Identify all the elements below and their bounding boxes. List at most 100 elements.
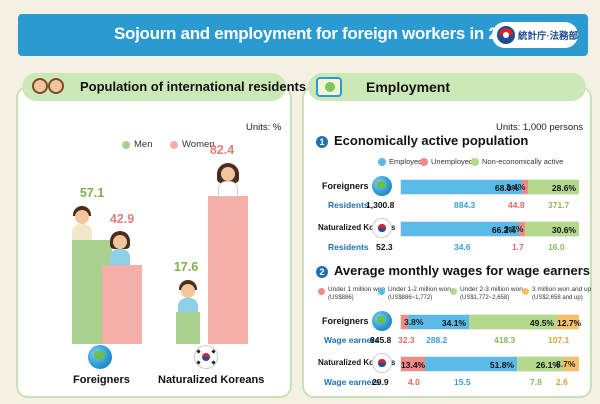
legend-employed-label: Employed: [389, 157, 423, 166]
s1-row2-bar: 66.2% 30.6%: [400, 221, 579, 237]
legend-nonactive-swatch: [471, 158, 479, 166]
government-emblem-icon: [497, 26, 515, 44]
legend-w2-label: Under 1-2 million won: [388, 286, 451, 293]
legend-w4-label: 3 million won and up: [532, 286, 592, 293]
s1-row1-label: Foreigners: [322, 181, 369, 191]
s2-row1-s1: 3.8%: [404, 317, 424, 327]
title-bar: Sojourn and employment for foreign worke…: [18, 14, 588, 56]
s2-row1-s2: 34.1%: [408, 315, 469, 329]
s1-row1-residents-label: Residents: [328, 200, 369, 210]
s2-row1-s4: 12.7%: [557, 315, 581, 329]
s1-row2-unemployed-n: 1.7: [512, 242, 524, 252]
s1-row1-unemployed-n: 44.8: [508, 200, 525, 210]
naturalized-men-value: 17.6: [173, 260, 199, 274]
legend-women-label: Women: [182, 139, 215, 150]
s2-row2-bar: 13.4% 51.8% 26.1%: [400, 356, 579, 372]
legend-w2-sub: (US$886~1,772): [388, 295, 433, 301]
legend-women-swatch: [170, 141, 178, 149]
s2-row1-n1: 32.3: [398, 335, 415, 345]
globe-icon: [88, 345, 112, 369]
s2-row2-label: Naturalized Koreans: [318, 358, 396, 367]
s2-row2-s3: 26.1%: [517, 357, 563, 371]
org-logo: 統計庁·法務部: [492, 22, 578, 48]
s2-row1-earners: 845.8: [370, 335, 392, 345]
s2-row2-n1: 4.0: [408, 377, 420, 387]
s2-row2-s4: 8.7%: [556, 359, 576, 369]
legend-men-label: Men: [134, 139, 153, 150]
s1-row1-residents: 1,300.8: [366, 200, 395, 210]
legend-w3-sub: (US$1,772~2,658): [460, 295, 510, 301]
s2-row1-seg1: [401, 315, 408, 329]
naturalized-women-bar: [208, 196, 248, 344]
legend-w3-swatch: [450, 288, 457, 295]
woman-icon: [108, 231, 132, 265]
s2-row1-n4: 107.1: [548, 335, 570, 345]
legend-w1-swatch: [318, 288, 325, 295]
org-name: 統計庁·法務部: [518, 31, 579, 42]
section-number-1: 1: [316, 136, 328, 148]
section1-title: Economically active population: [334, 133, 529, 148]
s2-row2-n2: 15.5: [454, 377, 471, 387]
s2-row1-label: Foreigners: [322, 316, 369, 326]
s1-row2-nonactive: 30.6%: [525, 222, 579, 236]
korea-flag-icon: [194, 345, 218, 369]
legend-w4-swatch: [522, 288, 529, 295]
section-number-2: 2: [316, 266, 328, 278]
legend-w1-label: Under 1 million won: [328, 286, 386, 293]
section2-title: Average monthly wages for wage earners: [334, 263, 591, 278]
s2-row1-n3: 418.3: [494, 335, 516, 345]
population-header: Population of international residents: [22, 73, 306, 101]
population-header-label: Population of international residents: [80, 79, 307, 94]
foreigners-men-value: 57.1: [79, 186, 105, 200]
s1-row1-nonactive: 28.6%: [528, 180, 579, 194]
population-units: Units: %: [246, 122, 282, 133]
s2-row2-n4: 2.6: [556, 377, 568, 387]
s2-row2-s2: 51.8%: [425, 357, 517, 371]
s2-row1-s3: 49.5%: [469, 315, 557, 329]
employment-panel: [302, 86, 592, 398]
s2-row2-earners: 29.9: [372, 377, 389, 387]
s1-row2-employed-n: 34.6: [454, 242, 471, 252]
s1-row1-employed: 68.0%: [401, 180, 522, 194]
employment-units: Units: 1,000 persons: [496, 122, 584, 133]
legend-w2-swatch: [378, 288, 385, 295]
people-icon: [32, 78, 68, 96]
s1-row2-label: Naturalized Koreans: [318, 223, 396, 232]
s2-row2-seg4: [563, 357, 579, 371]
employment-header: Employment: [308, 73, 586, 101]
foreigners-women-bar: [102, 265, 142, 344]
s1-row2-unemployed-seg: [519, 222, 525, 236]
s1-row2-residents: 52.3: [376, 242, 393, 252]
s2-row1-n2: 288.2: [426, 335, 448, 345]
korea-flag-icon: [372, 353, 392, 373]
legend-employed-swatch: [378, 158, 386, 166]
s1-row2-unemployed: 3.3%: [504, 224, 524, 234]
s2-row1-earners-label: Wage earners: [324, 335, 380, 345]
s1-row1-bar: 68.0% 28.6%: [400, 179, 579, 195]
legend-w3-label: Under 2-3 million won: [460, 286, 523, 293]
s1-row2-employed: 66.2%: [401, 222, 519, 236]
s2-row2-earners-label: Wage earners: [324, 377, 380, 387]
naturalized-men-bar: [176, 312, 200, 344]
s1-row1-employed-n: 884.3: [454, 200, 476, 210]
naturalized-koreans-label: Naturalized Koreans: [158, 374, 265, 386]
money-icon: [316, 77, 342, 97]
s1-row2-residents-label: Residents: [328, 242, 369, 252]
s2-row1-bar: 34.1% 49.5% 12.7%: [400, 314, 581, 330]
employment-header-label: Employment: [366, 79, 451, 95]
globe-icon: [372, 311, 392, 331]
legend-unemployed-swatch: [420, 158, 428, 166]
legend-unemployed-label: Unemployed: [431, 157, 474, 166]
man-icon: [70, 206, 94, 240]
foreigners-label: Foreigners: [73, 374, 130, 386]
s1-row1-unemployed: 3.4%: [506, 182, 526, 192]
foreigners-women-value: 42.9: [109, 212, 135, 226]
s1-row1-unemployed-seg: [522, 180, 528, 194]
legend-men-swatch: [122, 141, 130, 149]
legend-w4-sub: (US$2,658 and up): [532, 295, 583, 301]
s2-row2-s1: 13.4%: [401, 357, 425, 371]
legend-w1-sub: (US$886): [328, 295, 354, 301]
globe-icon: [372, 176, 392, 196]
s1-row2-nonactive-n: 16.0: [548, 242, 565, 252]
woman-icon: [214, 163, 242, 197]
